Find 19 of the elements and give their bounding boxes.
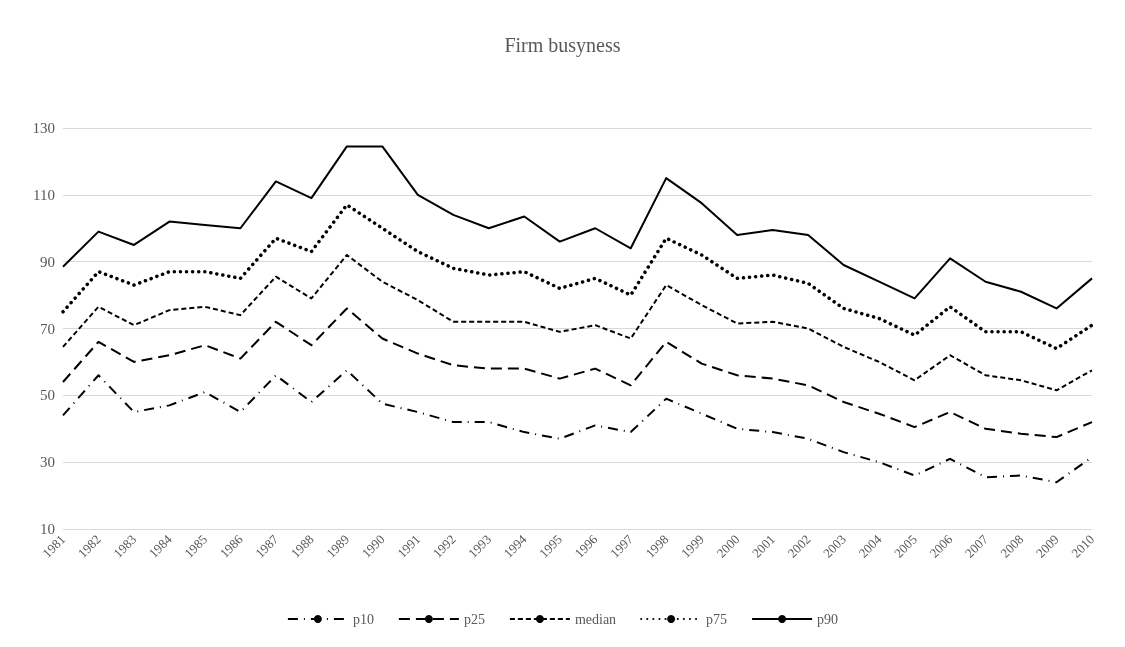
line-series	[62, 145, 1093, 310]
legend-label: p25	[463, 611, 485, 627]
legend-label: p10	[352, 611, 374, 627]
y-tick-label: 110	[33, 186, 55, 203]
y-tick-label: 10	[40, 521, 55, 537]
line-series	[61, 203, 1094, 351]
line-series	[62, 307, 1093, 439]
line-series	[62, 253, 1093, 392]
legend-label: p75	[706, 611, 728, 627]
y-tick-label: 90	[40, 253, 55, 270]
chart-title: Firm busyness	[504, 34, 621, 57]
x-tick-label: 2001	[748, 531, 778, 561]
y-tick-label: 50	[40, 387, 55, 404]
y-tick-label: 30	[40, 454, 55, 471]
y-tick-label: 130	[32, 120, 55, 136]
legend-label: p90	[817, 611, 839, 627]
legend-label: median	[574, 611, 617, 627]
y-tick-label: 70	[40, 320, 55, 337]
x-tick-label: 1991	[394, 531, 424, 561]
